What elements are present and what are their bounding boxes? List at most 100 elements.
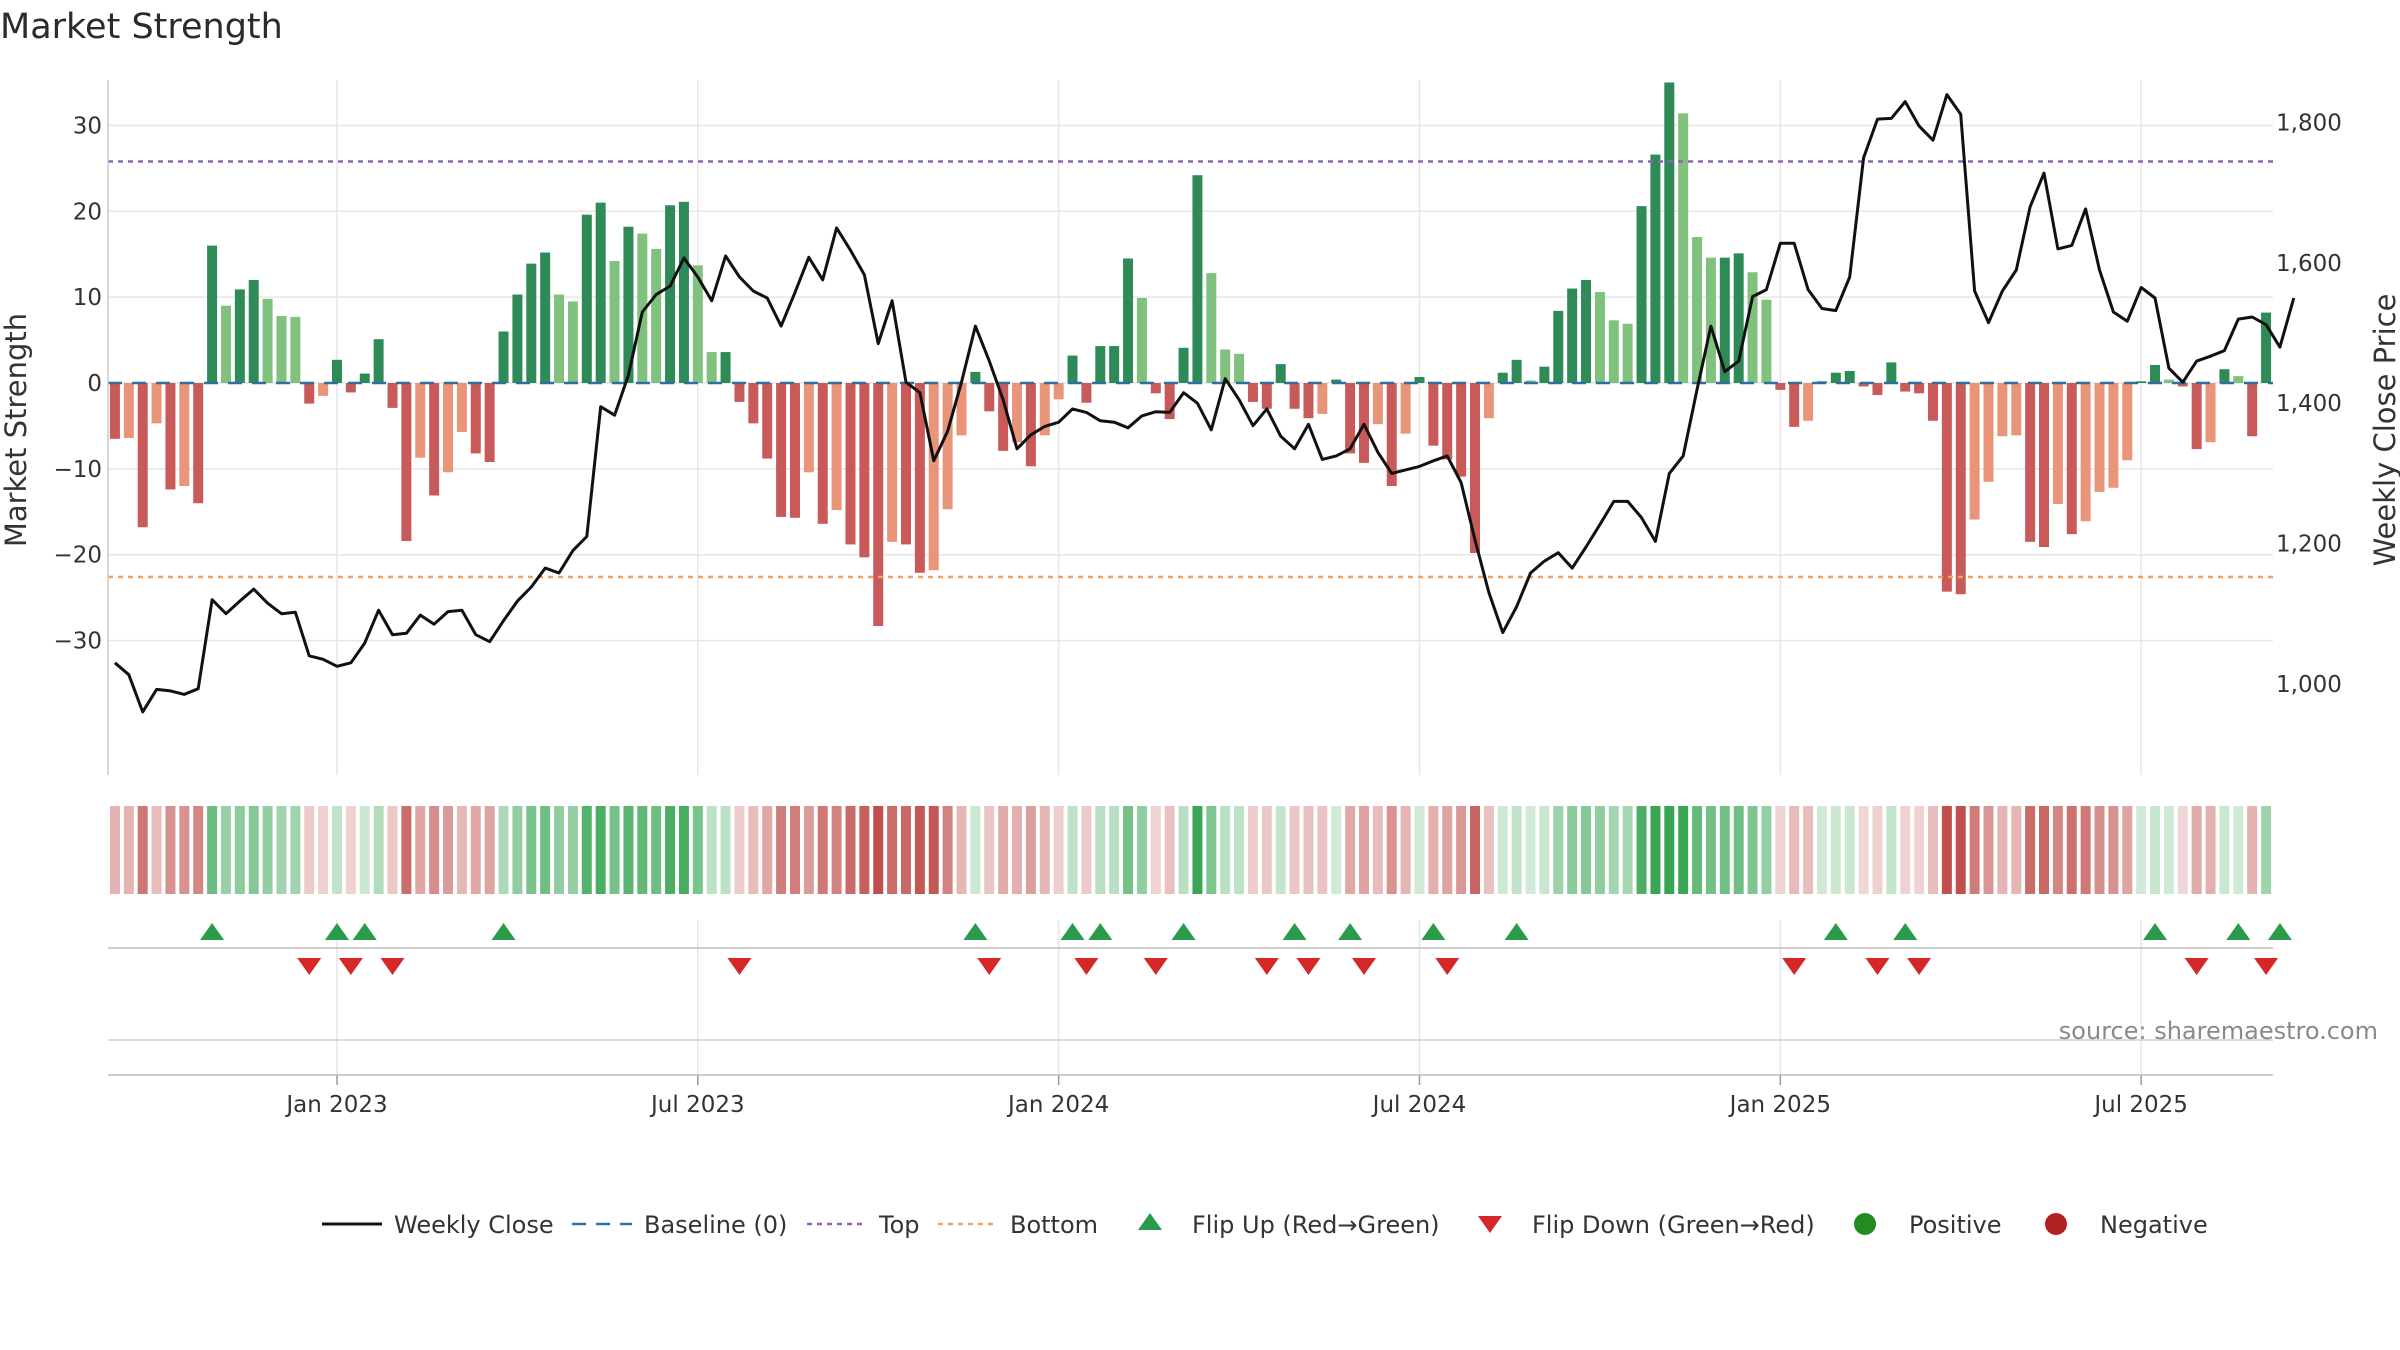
heat-cell — [1761, 806, 1772, 894]
strength-bar — [1705, 257, 1716, 383]
strength-bar — [873, 383, 884, 627]
strength-bar — [998, 383, 1009, 451]
strength-bar — [1206, 273, 1217, 383]
flip-up-marker — [1504, 923, 1529, 940]
strength-bar — [331, 359, 342, 383]
strength-bar — [1289, 383, 1300, 409]
heat-cell — [401, 806, 412, 894]
heat-cell — [137, 806, 148, 894]
heat-cell — [1622, 806, 1633, 894]
strength-bar — [1345, 383, 1356, 454]
flip-down-marker — [380, 958, 405, 975]
heat-cell — [942, 806, 953, 894]
heat-cell — [1303, 806, 1314, 894]
strength-bar — [137, 383, 148, 528]
heat-cell — [956, 806, 967, 894]
heat-cell — [1095, 806, 1106, 894]
strength-bar — [415, 383, 426, 458]
strength-bar — [2094, 383, 2105, 493]
heat-cell — [692, 806, 703, 894]
heat-cell — [887, 806, 898, 894]
heat-cell — [2052, 806, 2063, 894]
heat-cell — [220, 806, 231, 894]
heat-cell — [720, 806, 731, 894]
heat-cell — [623, 806, 634, 894]
strength-bar — [345, 383, 356, 393]
strength-bar — [678, 201, 689, 383]
flip-down-marker — [977, 958, 1002, 975]
legend-positive-swatch — [1854, 1213, 1876, 1235]
heat-cell — [1886, 806, 1897, 894]
heat-cell — [2039, 806, 2050, 894]
flip-up-marker — [1060, 923, 1085, 940]
heat-cell — [318, 806, 329, 894]
heat-cell — [665, 806, 676, 894]
strength-bar — [2233, 376, 2244, 383]
legend-label: Positive — [1909, 1211, 2002, 1239]
heat-cell — [567, 806, 578, 894]
heat-cell — [1705, 806, 1716, 894]
x-tick-label: Jul 2024 — [1371, 1092, 1467, 1118]
flip-down-marker — [1143, 958, 1168, 975]
heat-cell — [415, 806, 426, 894]
heat-cell — [1955, 806, 1966, 894]
strength-bar — [1761, 299, 1772, 383]
heat-cell — [1594, 806, 1605, 894]
flip-down-marker — [1907, 958, 1932, 975]
strength-bar — [970, 371, 981, 383]
right-tick-label: 1,200 — [2276, 532, 2342, 558]
heat-cell — [429, 806, 440, 894]
strength-bar — [1664, 82, 1675, 383]
strength-bar — [609, 261, 620, 383]
legend: Weekly Close Baseline (0) Top Bottom Flip Up… — [322, 1211, 2208, 1239]
heat-cell — [1456, 806, 1467, 894]
heat-cell — [2080, 806, 2091, 894]
heat-cell — [456, 806, 467, 894]
heat-cell — [1386, 806, 1397, 894]
x-tick-label: Jan 2024 — [1006, 1092, 1109, 1118]
strength-bar — [123, 383, 134, 438]
strength-bar — [748, 383, 759, 424]
legend-label: Top — [878, 1211, 920, 1239]
strength-bar — [1483, 383, 1494, 419]
strength-bar — [1178, 347, 1189, 383]
heat-cell — [234, 806, 245, 894]
strength-bar — [1955, 383, 1966, 595]
strength-bar — [234, 289, 245, 383]
strength-bar — [1525, 380, 1536, 383]
strength-bar — [1997, 383, 2008, 437]
heat-cell — [1053, 806, 1064, 894]
strength-bar — [762, 383, 773, 459]
heat-cell — [2094, 806, 2105, 894]
heat-cell — [2261, 806, 2272, 894]
strength-bar — [2039, 383, 2050, 548]
strength-bar — [1164, 383, 1175, 420]
heat-cell — [1997, 806, 2008, 894]
heat-cell — [1567, 806, 1578, 894]
heat-cell — [1275, 806, 1286, 894]
heat-cell — [1178, 806, 1189, 894]
strength-bar — [1692, 237, 1703, 383]
strength-bar — [1914, 383, 1925, 394]
strength-bar — [720, 352, 731, 383]
strength-bar — [1150, 383, 1161, 394]
gridlines — [108, 80, 2273, 1075]
strength-bar — [2219, 369, 2230, 383]
strength-bar — [1386, 383, 1397, 487]
strength-bar — [1844, 370, 1855, 383]
heat-cell — [651, 806, 662, 894]
strength-bar — [567, 301, 578, 383]
axes: 30 20 10 0 −10 −20 −30 1,800 1,600 1,400 1,200 1,00… — [53, 80, 2342, 1118]
x-tick-label: Jul 2023 — [649, 1092, 745, 1118]
heat-cell — [595, 806, 606, 894]
heat-cell — [387, 806, 398, 894]
legend-label: Flip Down (Green→Red) — [1532, 1211, 1815, 1239]
right-tick-label: 1,400 — [2276, 391, 2342, 417]
flip-up-marker — [1338, 923, 1363, 940]
strength-bar — [1747, 272, 1758, 383]
heat-cell — [109, 806, 120, 894]
strength-bar — [1594, 291, 1605, 383]
heat-cell — [290, 806, 301, 894]
heat-cell — [1483, 806, 1494, 894]
